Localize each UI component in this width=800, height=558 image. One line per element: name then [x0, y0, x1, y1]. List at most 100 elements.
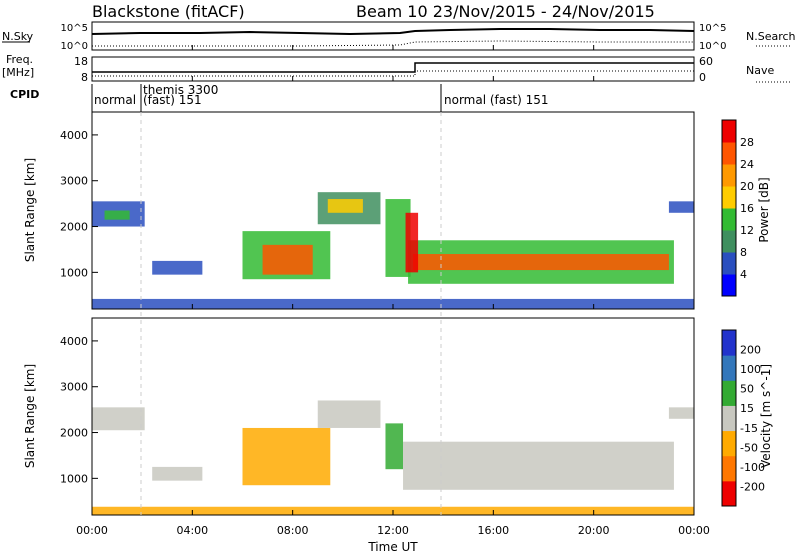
power-colorbar-tick-6: 28 [740, 136, 754, 149]
noise-right-tick-top: 10^5 [699, 23, 726, 34]
x-tick-label-6: 00:00 [678, 524, 710, 537]
velocity-colorbar-tick-2: 50 [740, 383, 754, 396]
noise-left-tick-top: 10^5 [61, 23, 88, 34]
velocity-colorbar-swatch-3 [722, 405, 736, 432]
nsearch-label: N.Search [746, 30, 796, 43]
xlabel: Time UT [367, 540, 418, 554]
data-region-velocity-0 [92, 407, 145, 431]
y-tick-label-power-1: 2000 [60, 221, 88, 234]
data-region-velocity-5 [403, 441, 674, 490]
data-region-velocity-3 [317, 400, 381, 428]
power-colorbar-swatch-0 [722, 274, 736, 297]
velocity-colorbar-tick-1: 100 [740, 363, 761, 376]
data-region-power-4 [262, 244, 313, 275]
x-tick-label-4: 16:00 [477, 524, 509, 537]
velocity-colorbar-swatch-0 [722, 480, 736, 507]
velocity-colorbar-tick-7: -200 [740, 480, 765, 493]
velocity-y-ticks: 1000 2000 3000 4000 [60, 335, 98, 485]
velocity-colorbar-tick-4: -15 [740, 422, 758, 435]
nsky-label: N.Sky [2, 30, 34, 43]
cpid-normal: normal [94, 93, 136, 107]
noise-right-tick-bottom: 10^0 [699, 41, 726, 52]
data-region-power-1 [104, 210, 130, 220]
nsky-line [91, 28, 695, 36]
freq-panel: Freq. [MHz] 18 8 60 0 Nave [2, 53, 790, 84]
velocity-colorbar-swatch-1 [722, 455, 736, 482]
freq-left-tick-top: 18 [74, 55, 88, 68]
velocity-colorbar-label: Velocity [m s^-1] [759, 364, 773, 468]
cpid-fast: (fast) 151 [143, 93, 202, 107]
velocity-panel: 1000 2000 3000 4000 Slant Range [km] [23, 317, 695, 516]
velocity-colorbar-tick-0: 200 [740, 344, 761, 357]
power-panel: 1000 2000 3000 4000 Slant Range [km] [23, 111, 695, 310]
data-region-power-11 [92, 298, 694, 309]
y-tick-label-velocity-2: 3000 [60, 381, 88, 394]
x-tick-label-3: 12:00 [377, 524, 409, 537]
velocity-data-regions [92, 400, 694, 515]
power-colorbar-tick-5: 24 [740, 158, 754, 171]
data-region-power-9 [413, 254, 669, 271]
velocity-colorbar-swatch-6 [722, 330, 736, 356]
noise-panel: N.Sky 10^5 10^0 10^5 10^0 N.Search [2, 21, 796, 52]
power-colorbar: 4 8 12 16 20 24 28 [721, 119, 754, 297]
velocity-colorbar-tick-5: -50 [740, 441, 758, 454]
power-data-regions [92, 192, 694, 309]
velocity-colorbar-swatch-5 [722, 355, 736, 381]
power-colorbar-swatch-1 [722, 252, 736, 275]
power-colorbar-swatch-5 [722, 164, 736, 187]
freq-line [92, 62, 694, 73]
freq-right-tick-top: 60 [699, 55, 713, 68]
data-region-velocity-4 [385, 423, 404, 470]
data-region-velocity-7 [668, 407, 694, 419]
velocity-colorbar: 200 100 50 15 -15 -50 -100 -200 [721, 329, 765, 507]
velocity-colorbar-swatch-2 [722, 430, 736, 457]
freq-right-tick-bottom: 0 [699, 71, 706, 84]
y-tick-label-power-0: 1000 [60, 266, 88, 279]
velocity-colorbar-swatch-4 [722, 380, 736, 406]
data-region-velocity-1 [152, 466, 203, 481]
y-tick-label-velocity-1: 2000 [60, 427, 88, 440]
x-tick-label-1: 04:00 [176, 524, 208, 537]
x-tick-label-0: 00:00 [76, 524, 108, 537]
data-region-power-10 [405, 212, 419, 273]
power-colorbar-swatch-6 [722, 142, 736, 165]
power-colorbar-swatch-3 [722, 208, 736, 231]
station-title: Blackstone (fitACF) [92, 2, 245, 21]
data-region-power-2 [152, 260, 203, 275]
data-region-power-6 [327, 199, 363, 213]
power-colorbar-tick-1: 8 [740, 246, 747, 259]
x-tick-label-2: 08:00 [277, 524, 309, 537]
freq-unit-label: [MHz] [2, 66, 34, 79]
noise-left-tick-bottom: 10^0 [61, 41, 88, 52]
power-colorbar-swatch-4 [722, 186, 736, 209]
data-region-power-12 [668, 201, 694, 213]
power-colorbar-frame [721, 119, 737, 297]
nave-label: Nave [746, 64, 774, 77]
velocity-ylabel: Slant Range [km] [23, 364, 37, 468]
y-tick-label-power-3: 4000 [60, 129, 88, 142]
y-tick-label-velocity-3: 4000 [60, 335, 88, 348]
power-colorbar-tick-4: 20 [740, 180, 754, 193]
beam-date-title: Beam 10 23/Nov/2015 - 24/Nov/2015 [356, 2, 655, 21]
cpid-panel: CPID normal themis 3300 (fast) 151 norma… [10, 83, 548, 112]
power-colorbar-tick-3: 16 [740, 202, 754, 215]
velocity-colorbar-tick-6: -100 [740, 461, 765, 474]
data-region-velocity-2 [242, 427, 331, 486]
power-y-ticks: 1000 2000 3000 4000 [60, 129, 98, 279]
nsearch-line [92, 40, 694, 47]
y-tick-label-velocity-0: 1000 [60, 472, 88, 485]
time-axis: 00:00 04:00 08:00 12:00 16:00 20:00 00:00 [76, 45, 710, 537]
power-ylabel: Slant Range [km] [23, 158, 37, 262]
power-colorbar-tick-0: 4 [740, 268, 747, 281]
x-tick-label-5: 20:00 [578, 524, 610, 537]
power-colorbar-label: Power [dB] [757, 177, 771, 242]
power-colorbar-swatch-2 [722, 230, 736, 253]
freq-left-tick-bottom: 8 [81, 71, 88, 84]
power-colorbar-swatch-7 [722, 120, 736, 143]
power-colorbar-tick-2: 12 [740, 224, 754, 237]
cpid-normal-fast: normal (fast) 151 [444, 93, 548, 107]
freq-label: Freq. [6, 53, 33, 66]
cpid-label: CPID [10, 88, 39, 101]
